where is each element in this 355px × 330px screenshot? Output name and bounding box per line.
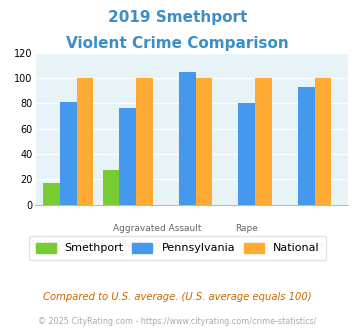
- Bar: [298, 87, 315, 205]
- Bar: [136, 78, 153, 205]
- Text: © 2025 CityRating.com - https://www.cityrating.com/crime-statistics/: © 2025 CityRating.com - https://www.city…: [38, 317, 317, 326]
- Bar: [179, 72, 196, 205]
- Text: Rape: Rape: [235, 224, 258, 233]
- Text: Robbery: Robbery: [288, 240, 325, 248]
- Bar: [239, 103, 255, 205]
- Bar: [196, 78, 212, 205]
- Text: Compared to U.S. average. (U.S. average equals 100): Compared to U.S. average. (U.S. average …: [43, 292, 312, 302]
- Bar: [43, 183, 60, 205]
- Bar: [103, 170, 119, 205]
- Bar: [60, 102, 77, 205]
- Text: Violent Crime Comparison: Violent Crime Comparison: [66, 36, 289, 51]
- Text: All Violent Crime: All Violent Crime: [31, 240, 106, 248]
- Bar: [255, 78, 272, 205]
- Bar: [315, 78, 331, 205]
- Bar: [77, 78, 93, 205]
- Bar: [119, 109, 136, 205]
- Text: 2019 Smethport: 2019 Smethport: [108, 10, 247, 25]
- Text: Aggravated Assault: Aggravated Assault: [113, 224, 202, 233]
- Text: Murder & Mans...: Murder & Mans...: [119, 240, 196, 248]
- Legend: Smethport, Pennsylvania, National: Smethport, Pennsylvania, National: [29, 236, 326, 260]
